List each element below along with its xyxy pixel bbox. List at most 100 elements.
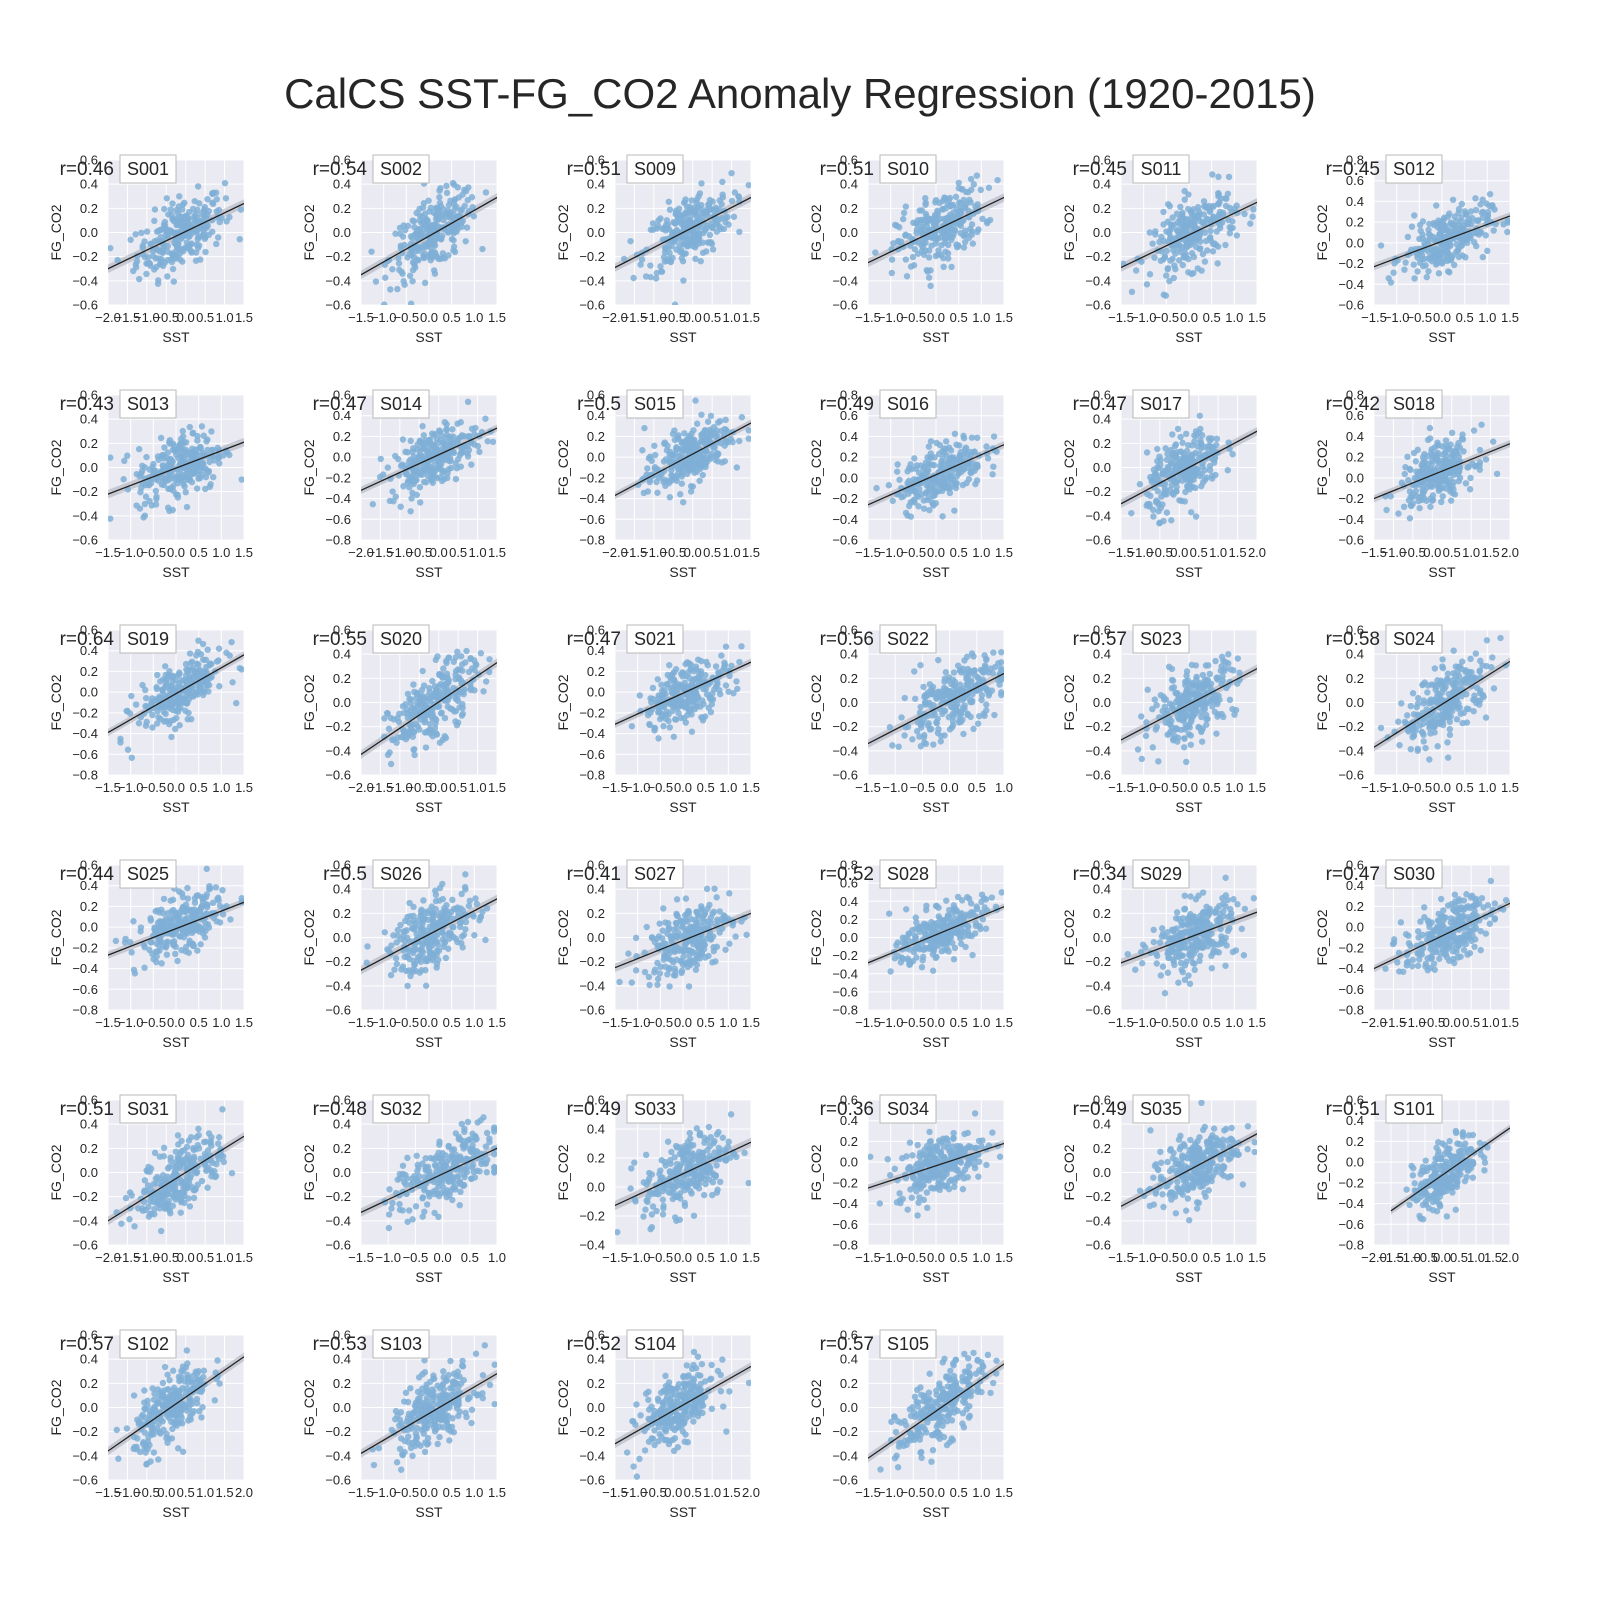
data-point (1151, 254, 1158, 261)
data-point (439, 254, 446, 261)
data-point (920, 734, 928, 741)
data-point (1212, 657, 1219, 665)
data-point (421, 719, 428, 726)
data-point (651, 724, 658, 732)
data-point (1180, 744, 1188, 751)
data-point (902, 203, 910, 210)
data-point (1213, 730, 1220, 737)
x-tick-label: 1.5 (1248, 780, 1266, 795)
y-tick-label: 0.6 (333, 623, 351, 638)
data-point (206, 662, 213, 669)
data-point (412, 468, 419, 475)
data-point (386, 497, 394, 505)
y-tick-label: −0.6 (579, 298, 605, 313)
data-point (977, 186, 984, 194)
data-point (439, 250, 447, 257)
x-tick-label: 1.5 (1501, 310, 1519, 325)
data-point (937, 738, 944, 745)
x-tick-label: 0.5 (1456, 310, 1474, 325)
data-point (424, 242, 432, 249)
data-point (711, 429, 718, 437)
x-tick-label: −1.0 (371, 310, 397, 325)
y-tick-label: 0.4 (333, 408, 351, 423)
x-tick-label: 0.0 (1170, 545, 1188, 560)
y-axis-label: FG_CO2 (301, 674, 317, 730)
data-point (712, 452, 720, 460)
data-point (721, 659, 728, 666)
data-point (163, 717, 170, 725)
station-label: S012 (1393, 159, 1435, 179)
data-point (164, 273, 171, 280)
y-tick-label: 0.4 (1093, 647, 1111, 662)
data-point (471, 430, 478, 438)
data-point (728, 169, 735, 177)
data-point (177, 246, 185, 254)
x-tick-label: −0.5 (406, 545, 432, 560)
data-point (727, 435, 734, 443)
x-tick-label: −0.5 (660, 545, 686, 560)
x-tick-label: −1.5 (115, 310, 141, 325)
data-point (956, 220, 964, 227)
data-point (666, 494, 674, 501)
data-point (985, 184, 993, 191)
data-point (678, 473, 686, 480)
data-point (192, 668, 200, 675)
data-point (149, 711, 156, 719)
data-point (646, 453, 654, 460)
data-point (692, 663, 700, 670)
data-point (147, 240, 155, 248)
x-tick-label: −1.0 (118, 780, 144, 795)
data-point (1138, 755, 1146, 763)
data-point (687, 483, 695, 490)
regression-line (615, 422, 751, 497)
data-point (1128, 288, 1136, 296)
data-point (641, 424, 648, 432)
data-point (907, 263, 915, 270)
data-point (454, 719, 462, 726)
data-point (449, 426, 456, 433)
data-point (1163, 247, 1170, 255)
data-point (1213, 441, 1220, 449)
data-point (226, 213, 233, 221)
y-tick-label: 0.2 (587, 201, 605, 216)
y-tick-label: 0.8 (1346, 153, 1364, 168)
data-point (404, 479, 411, 487)
data-point (702, 432, 709, 439)
data-point (407, 696, 415, 703)
data-point (722, 682, 730, 689)
x-tick-label: −1.0 (641, 545, 667, 560)
regression-line (615, 661, 751, 725)
data-point (425, 197, 432, 204)
data-point (950, 713, 957, 720)
data-point (1175, 245, 1182, 252)
data-point (394, 734, 402, 741)
data-point (474, 442, 482, 450)
data-point (1428, 257, 1436, 265)
data-point (179, 695, 186, 702)
y-tick-label: 0.0 (333, 225, 351, 240)
data-point (429, 467, 437, 474)
data-point (942, 669, 950, 676)
data-point (1451, 261, 1458, 269)
data-point (962, 444, 970, 451)
y-tick-label: −0.6 (325, 512, 351, 527)
data-point (1184, 441, 1192, 449)
data-point (1233, 232, 1241, 239)
data-point (953, 473, 960, 480)
data-point (1467, 208, 1475, 215)
data-point (693, 205, 701, 213)
data-point (966, 696, 974, 704)
data-point (911, 695, 919, 702)
data-point (1500, 221, 1507, 228)
data-point (1412, 458, 1420, 465)
data-point (184, 699, 191, 706)
data-point (193, 652, 200, 659)
data-point (1163, 456, 1171, 463)
x-tick-label: 0.5 (190, 780, 208, 795)
y-tick-label: 0.0 (333, 450, 351, 465)
data-point (1504, 228, 1510, 236)
data-point (1150, 466, 1158, 473)
data-point (213, 208, 220, 215)
data-point (430, 240, 438, 248)
data-point (1476, 446, 1484, 454)
